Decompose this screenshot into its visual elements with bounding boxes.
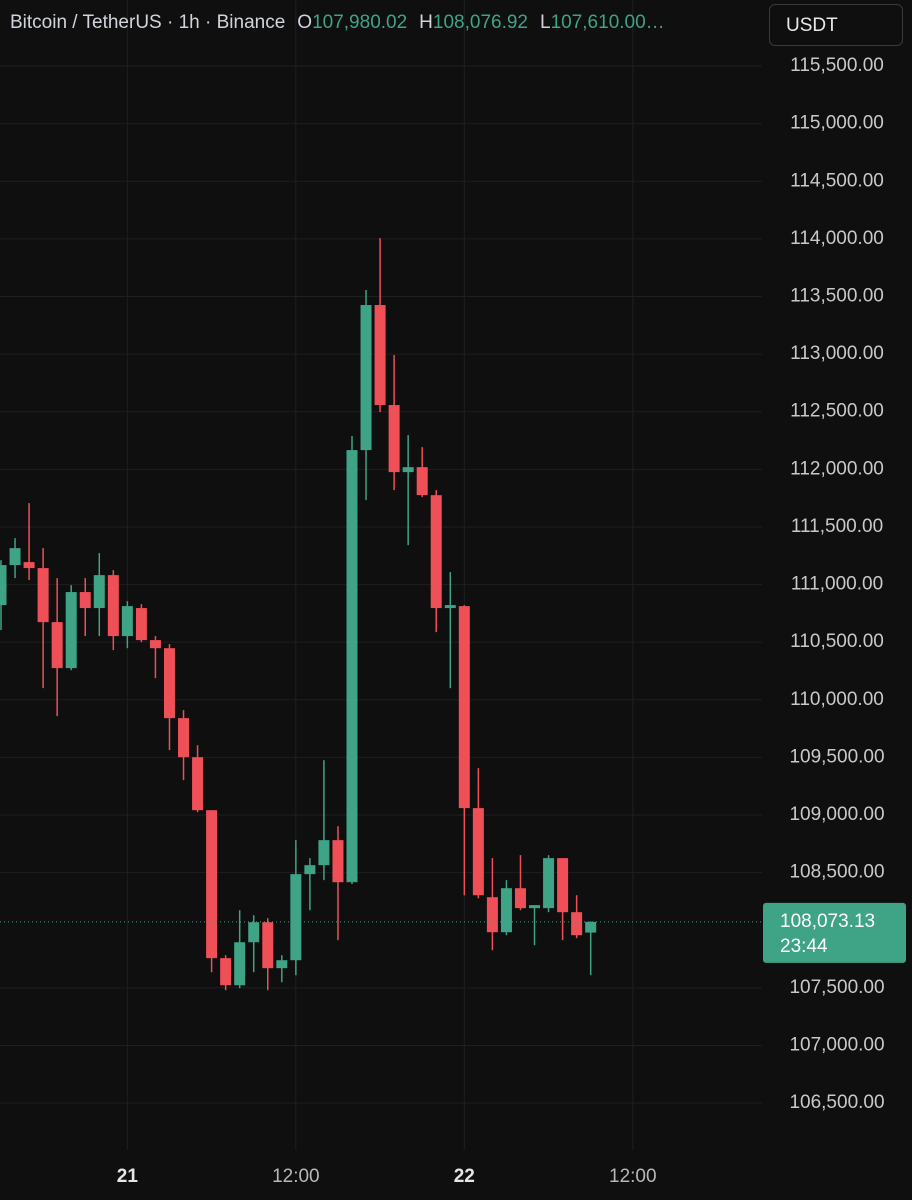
candle-body xyxy=(402,467,414,473)
y-tick-label: 107,500.00 xyxy=(789,977,884,998)
candle-body xyxy=(79,592,91,609)
y-tick-label: 111,000.00 xyxy=(791,574,883,595)
y-tick-label: 113,500.00 xyxy=(790,286,884,307)
candle-body xyxy=(543,858,555,909)
candle-body xyxy=(529,905,541,909)
y-tick-label: 111,500.00 xyxy=(791,516,883,537)
candle-body xyxy=(360,305,372,451)
symbol: Bitcoin / TetherUS · 1h · Binance xyxy=(10,12,286,33)
ohlc-key: O xyxy=(297,12,313,33)
candle-body xyxy=(23,562,35,569)
candle-body xyxy=(149,640,161,649)
chart-header: Bitcoin / TetherUS · 1h · Binance O 107,9… xyxy=(10,12,758,34)
candle-body xyxy=(486,897,498,933)
y-tick-label: 110,000.00 xyxy=(790,689,884,710)
candle-body xyxy=(135,608,147,641)
x-tick-label: 22 xyxy=(454,1166,475,1187)
candle-body xyxy=(430,495,442,609)
candle-body xyxy=(206,810,218,959)
candle-body xyxy=(444,605,456,609)
y-tick-label: 109,500.00 xyxy=(789,746,884,767)
x-tick-label: 21 xyxy=(117,1166,139,1187)
candle-body xyxy=(107,575,119,637)
y-tick-label: 114,500.00 xyxy=(790,170,884,191)
y-tick-label: 109,000.00 xyxy=(789,804,884,825)
price-tag xyxy=(763,902,906,963)
y-tick-label: 115,000.00 xyxy=(790,113,884,134)
y-tick-label: 107,000.00 xyxy=(789,1035,884,1056)
candle-body xyxy=(557,858,569,913)
ohlc-value: 107,980.02 xyxy=(312,12,408,33)
ohlc-key: H xyxy=(419,12,433,33)
candle-body xyxy=(234,942,246,986)
y-tick-label: 112,500.00 xyxy=(790,401,884,422)
candle-body xyxy=(0,565,7,606)
candle-body xyxy=(388,405,400,473)
ohlc-value: 107,610.00… xyxy=(550,12,665,33)
candle-body xyxy=(276,960,288,969)
candle-body xyxy=(37,568,49,623)
candle-body xyxy=(93,575,105,609)
price-tag-label: 108,073.13 xyxy=(780,911,875,932)
candle-body xyxy=(458,606,470,809)
candle-body xyxy=(304,865,316,875)
candle-body xyxy=(65,592,77,669)
currency-button[interactable]: USDT xyxy=(769,4,903,46)
candle-body xyxy=(374,305,386,406)
x-tick-label: 12:00 xyxy=(272,1166,320,1187)
candle-body xyxy=(121,606,133,637)
candle-body xyxy=(472,808,484,896)
y-tick-label: 110,500.00 xyxy=(790,631,884,652)
y-tick-label: 112,000.00 xyxy=(790,458,884,479)
ohlc-value: 108,076.92 xyxy=(432,12,528,33)
candle-body xyxy=(163,648,175,719)
candle-body xyxy=(500,888,512,933)
candle-body xyxy=(51,622,63,669)
candle-body xyxy=(332,840,344,883)
y-tick-label: 113,000.00 xyxy=(790,343,884,364)
candle-body xyxy=(248,922,260,943)
y-tick-label: 115,500.00 xyxy=(790,55,884,76)
candle-body xyxy=(585,921,597,933)
candle-body xyxy=(9,548,21,566)
candle-body xyxy=(514,888,526,909)
candle-body xyxy=(290,874,302,961)
y-tick-label: 114,000.00 xyxy=(790,228,884,249)
candle-body xyxy=(416,467,428,496)
y-tick-label: 106,500.00 xyxy=(789,1092,884,1113)
candle-body xyxy=(571,912,583,936)
candle-body xyxy=(220,958,232,986)
candle-body xyxy=(262,922,274,969)
candle-body xyxy=(346,450,358,883)
price-countdown: 23:44 xyxy=(780,936,828,957)
y-tick-label: 108,500.00 xyxy=(789,862,884,883)
candle-body xyxy=(192,757,204,811)
x-tick-label: 12:00 xyxy=(609,1166,657,1187)
candle-body xyxy=(318,840,330,866)
ohlc-key: L xyxy=(540,12,551,33)
candle-body xyxy=(178,718,190,758)
